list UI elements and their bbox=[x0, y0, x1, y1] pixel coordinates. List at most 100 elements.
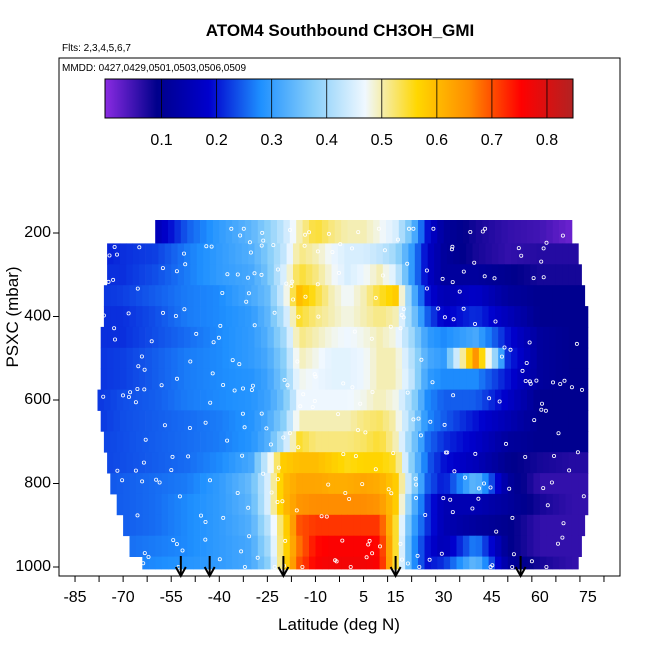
heatmap-cell bbox=[437, 473, 445, 495]
heatmap-cell bbox=[575, 410, 582, 432]
observation-point bbox=[170, 454, 175, 459]
heatmap-cell bbox=[347, 220, 355, 244]
heatmap-cell bbox=[568, 452, 576, 474]
heatmap-cell bbox=[190, 368, 198, 390]
heatmap-cell bbox=[203, 347, 211, 370]
heatmap-cell bbox=[459, 243, 467, 265]
heatmap-cell bbox=[241, 347, 249, 370]
heatmap-cell bbox=[334, 535, 342, 557]
heatmap-cell bbox=[177, 243, 185, 265]
heatmap-cell bbox=[328, 220, 336, 244]
heatmap-cell bbox=[440, 410, 448, 432]
heatmap-cell bbox=[373, 306, 380, 328]
heatmap-cell bbox=[341, 285, 348, 307]
heatmap-cell bbox=[103, 431, 111, 453]
heatmap-cell bbox=[520, 535, 528, 557]
observation-point bbox=[218, 323, 223, 328]
observation-point bbox=[373, 467, 378, 472]
heatmap-cell bbox=[283, 285, 291, 307]
heatmap-cell bbox=[142, 389, 150, 411]
heatmap-cell bbox=[392, 306, 400, 328]
heatmap-cell bbox=[257, 389, 265, 411]
heatmap-cell bbox=[257, 535, 265, 557]
heatmap-cell bbox=[504, 264, 512, 286]
heatmap-cell bbox=[302, 473, 310, 495]
heatmap-cell bbox=[296, 220, 303, 244]
heatmap-cell bbox=[450, 514, 457, 537]
heatmap-cell bbox=[475, 431, 483, 453]
heatmap-cell bbox=[171, 243, 178, 265]
heatmap-cell bbox=[514, 493, 521, 516]
heatmap-cell bbox=[184, 410, 191, 432]
heatmap-cell bbox=[264, 514, 271, 537]
observation-point bbox=[367, 538, 372, 543]
heatmap-cell bbox=[450, 431, 457, 453]
heatmap-cell bbox=[315, 535, 323, 557]
heatmap-cell bbox=[321, 285, 329, 307]
colorbar-gradient bbox=[104, 78, 574, 119]
heatmap-cell bbox=[411, 431, 419, 453]
heatmap-cell bbox=[578, 306, 586, 328]
heatmap-cell bbox=[305, 452, 313, 474]
heatmap-cell bbox=[562, 347, 570, 370]
heatmap-cell bbox=[219, 535, 227, 557]
heatmap-cell bbox=[539, 556, 547, 570]
observation-point bbox=[209, 244, 214, 249]
colorbar-tick-label: 0.3 bbox=[261, 132, 283, 149]
heatmap-cell bbox=[200, 389, 207, 411]
heatmap-cell bbox=[514, 285, 521, 307]
heatmap-cell bbox=[248, 326, 255, 349]
heatmap-cell bbox=[446, 264, 454, 286]
heatmap-cell bbox=[264, 535, 271, 557]
heatmap-cell bbox=[203, 452, 211, 474]
heatmap-cell bbox=[331, 347, 339, 370]
heatmap-cell bbox=[434, 347, 441, 370]
heatmap-cell bbox=[456, 389, 464, 411]
observation-point bbox=[451, 393, 456, 398]
heatmap-cell bbox=[523, 264, 531, 286]
heatmap-cell bbox=[267, 368, 275, 390]
heatmap-cell bbox=[264, 285, 271, 307]
heatmap-cell bbox=[161, 535, 169, 557]
observation-point bbox=[302, 243, 307, 248]
observation-point bbox=[502, 345, 507, 350]
heatmap-cell bbox=[462, 220, 470, 244]
heatmap-cell bbox=[312, 368, 320, 390]
heatmap-cell bbox=[286, 264, 294, 286]
heatmap-cell bbox=[418, 493, 425, 516]
heatmap-cell bbox=[337, 347, 345, 370]
observation-point bbox=[401, 315, 406, 320]
observation-point bbox=[295, 359, 300, 364]
heatmap-cell bbox=[581, 452, 589, 474]
observation-point bbox=[174, 542, 179, 547]
observation-point bbox=[364, 555, 369, 560]
heatmap-cell bbox=[571, 493, 579, 516]
heatmap-cell bbox=[337, 368, 345, 390]
observation-point bbox=[242, 565, 247, 570]
heatmap-cell bbox=[549, 326, 557, 349]
heatmap-cell bbox=[389, 243, 396, 265]
observation-point bbox=[174, 269, 179, 274]
heatmap-cell bbox=[232, 493, 239, 516]
heatmap-cell bbox=[411, 535, 419, 557]
observation-point bbox=[240, 411, 245, 416]
x-tick-label: -85 bbox=[63, 589, 86, 606]
heatmap-cell bbox=[411, 285, 419, 307]
heatmap-cell bbox=[373, 220, 380, 244]
heatmap-cell bbox=[168, 389, 175, 411]
heatmap-cell bbox=[312, 452, 320, 474]
heatmap-cell bbox=[321, 306, 329, 328]
heatmap-cell bbox=[139, 347, 146, 370]
heatmap-cell bbox=[386, 493, 393, 516]
heatmap-cell bbox=[501, 473, 509, 495]
heatmap-cell bbox=[286, 410, 294, 432]
observation-points bbox=[101, 226, 586, 570]
heatmap-cell bbox=[478, 326, 486, 349]
heatmap-cell bbox=[280, 243, 287, 265]
heatmap-cell bbox=[299, 368, 307, 390]
heatmap-cell bbox=[196, 410, 204, 432]
observation-point bbox=[480, 229, 485, 234]
observation-point bbox=[281, 435, 286, 440]
heatmap-cell bbox=[219, 285, 227, 307]
heatmap-cell bbox=[184, 368, 191, 390]
